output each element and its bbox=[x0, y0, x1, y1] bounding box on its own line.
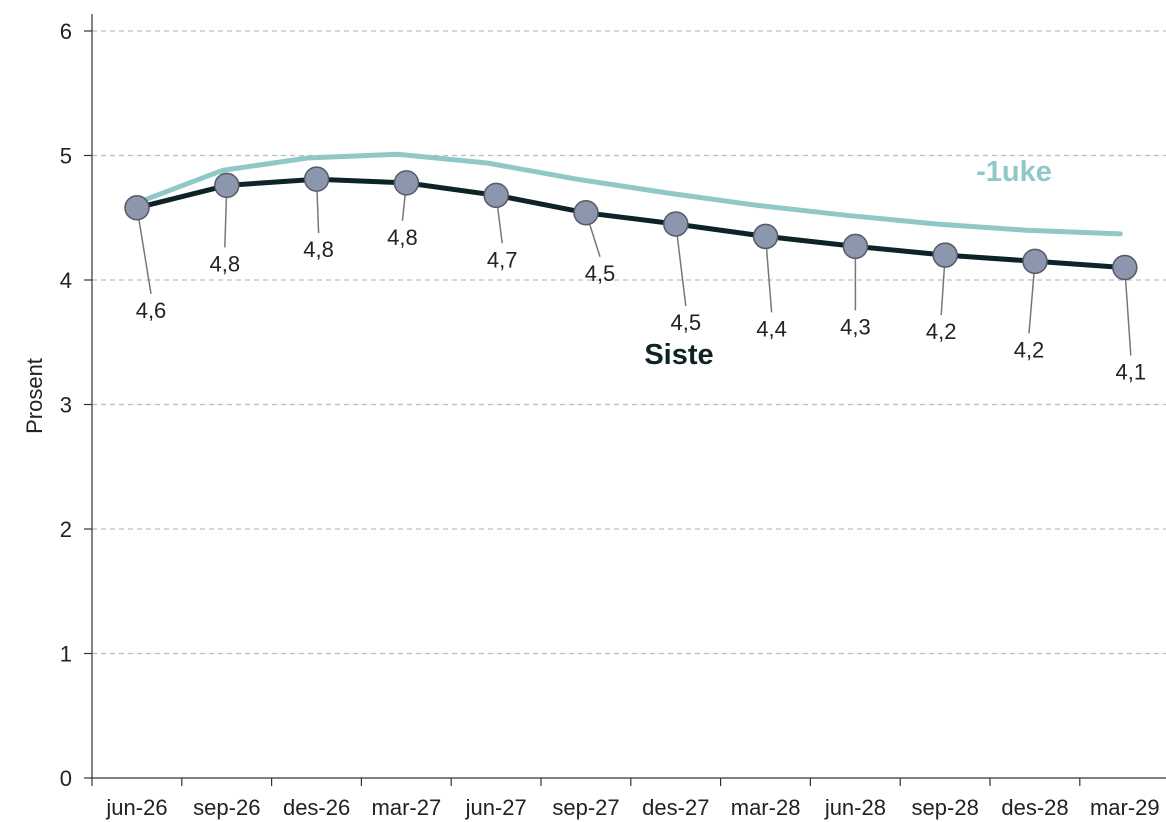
leader-line-0 bbox=[136, 207, 152, 294]
data-label-4: 4,7 bbox=[487, 247, 518, 272]
data-label-3: 4,8 bbox=[387, 225, 418, 250]
data-label-11: 4,1 bbox=[1116, 360, 1147, 385]
data-label-6: 4,5 bbox=[671, 310, 702, 335]
data-point-4 bbox=[483, 182, 509, 209]
x-tick-label-8: jun-28 bbox=[824, 795, 886, 820]
y-tick-label-0: 0 bbox=[60, 766, 72, 791]
x-tick-label-10: des-28 bbox=[1001, 795, 1068, 820]
x-tick-label-11: mar-29 bbox=[1090, 795, 1160, 820]
data-point-9 bbox=[932, 242, 958, 268]
x-tick-label-6: des-27 bbox=[642, 795, 709, 820]
data-label-9: 4,2 bbox=[926, 319, 957, 344]
y-tick-label-4: 4 bbox=[60, 268, 72, 293]
y-tick-label-2: 2 bbox=[60, 517, 72, 542]
series-line-latest bbox=[134, 176, 1128, 271]
series-label-latest: Siste bbox=[644, 339, 713, 371]
data-label-2: 4,8 bbox=[303, 237, 334, 262]
x-tick-label-2: des-26 bbox=[283, 795, 350, 820]
series-lines bbox=[134, 151, 1128, 271]
data-label-7: 4,4 bbox=[756, 316, 787, 341]
x-tick-label-5: sep-27 bbox=[552, 795, 619, 820]
leader-line-11 bbox=[1124, 267, 1132, 356]
x-tick-labels: jun-26 sep-26 des-26 mar-27 jun-27 sep-27 des-… bbox=[105, 795, 1159, 820]
data-markers bbox=[124, 166, 1138, 281]
data-point-5 bbox=[573, 200, 599, 226]
data-point-2 bbox=[303, 166, 330, 192]
y-tick-label-1: 1 bbox=[60, 642, 72, 667]
data-point-11 bbox=[1112, 254, 1138, 281]
data-label-10: 4,2 bbox=[1014, 337, 1045, 362]
x-tick-label-9: sep-28 bbox=[912, 795, 979, 820]
data-point-10 bbox=[1022, 248, 1048, 275]
x-tick-label-3: mar-27 bbox=[372, 795, 442, 820]
y-tick-label-3: 3 bbox=[60, 393, 72, 418]
y-axis-title: Prosent bbox=[22, 358, 47, 434]
data-labels: 4,6 4,8 4,8 4,8 4,7 4,5 4,5 4,4 4,3 4,2 4,2 4,1 bbox=[136, 225, 1146, 385]
data-point-3 bbox=[393, 170, 420, 196]
data-point-1 bbox=[214, 172, 240, 199]
data-label-1: 4,8 bbox=[210, 251, 241, 276]
y-tick-label-6: 6 bbox=[60, 19, 72, 44]
x-tick-label-0: jun-26 bbox=[105, 795, 167, 820]
data-label-5: 4,5 bbox=[585, 261, 616, 286]
y-tick-label-5: 5 bbox=[60, 144, 72, 169]
x-tick-label-4: jun-27 bbox=[465, 795, 527, 820]
gridlines bbox=[92, 30, 1166, 655]
y-tick-labels: 0 1 2 3 4 5 6 bbox=[60, 19, 72, 791]
leader-line-6 bbox=[675, 223, 687, 307]
data-point-8 bbox=[842, 233, 869, 260]
data-label-0: 4,6 bbox=[136, 298, 167, 323]
series-label-prev-week: -1uke bbox=[976, 156, 1052, 188]
data-label-leaders bbox=[136, 179, 1132, 356]
x-tick-label-1: sep-26 bbox=[193, 795, 260, 820]
axes bbox=[84, 14, 1166, 786]
data-label-8: 4,3 bbox=[840, 314, 871, 339]
data-point-7 bbox=[752, 223, 779, 250]
x-tick-label-7: mar-28 bbox=[731, 795, 801, 820]
data-point-6 bbox=[663, 211, 689, 237]
series-line-prev-week bbox=[134, 151, 1123, 237]
data-point-0 bbox=[124, 195, 150, 221]
